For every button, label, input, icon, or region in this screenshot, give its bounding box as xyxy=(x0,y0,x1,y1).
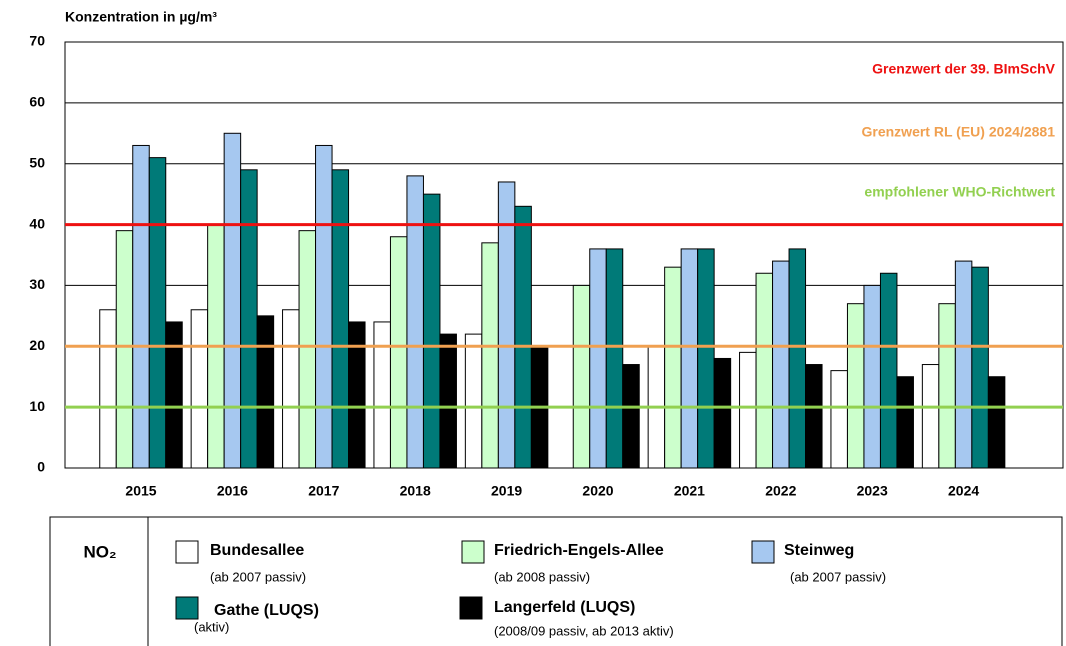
bar xyxy=(256,315,275,469)
y-tick-label: 20 xyxy=(29,337,45,353)
legend-label: Steinweg xyxy=(784,542,854,559)
x-tick-label: 2024 xyxy=(948,483,979,499)
bar xyxy=(697,248,715,469)
bar xyxy=(240,169,258,469)
legend-note: (ab 2007 passiv) xyxy=(790,569,886,584)
bar xyxy=(464,333,483,469)
bar xyxy=(589,248,607,469)
bar xyxy=(788,248,807,469)
bar xyxy=(896,376,914,469)
legend-note: (2008/09 passiv, ab 2013 aktiv) xyxy=(494,623,674,638)
reference-label: Grenzwert RL (EU) 2024/2881 xyxy=(862,124,1056,140)
bar xyxy=(282,309,300,469)
bar xyxy=(971,266,989,469)
bar xyxy=(739,351,757,469)
legend-swatch xyxy=(175,540,199,564)
legend-note: (aktiv) xyxy=(194,619,229,634)
x-tick-label: 2021 xyxy=(674,483,705,499)
bar xyxy=(605,248,624,469)
bar xyxy=(373,321,391,469)
legend-swatch xyxy=(461,540,485,564)
legend-title: NO₂ xyxy=(83,542,116,561)
bar xyxy=(622,364,640,469)
bar xyxy=(331,169,350,469)
bar xyxy=(954,260,973,469)
plot-frame xyxy=(64,41,1064,469)
x-tick-label: 2017 xyxy=(308,483,339,499)
bar xyxy=(514,205,532,469)
legend-label: Friedrich-Engels-Allee xyxy=(494,542,664,559)
bar xyxy=(298,230,317,469)
bar xyxy=(863,284,881,469)
bar xyxy=(805,364,823,469)
y-tick-label: 40 xyxy=(29,215,45,231)
bar xyxy=(115,230,134,469)
y-tick-label: 10 xyxy=(29,398,45,414)
bar xyxy=(846,303,865,469)
legend-box xyxy=(49,516,1063,646)
legend-swatch xyxy=(459,596,483,620)
bar xyxy=(987,376,1006,469)
bar xyxy=(148,157,167,469)
bar xyxy=(572,284,591,469)
legend-label: Gathe (LUQS) xyxy=(214,602,319,619)
legend-swatch xyxy=(175,596,199,620)
y-tick-label: 60 xyxy=(29,94,45,110)
bar xyxy=(406,175,424,469)
x-tick-label: 2022 xyxy=(765,483,796,499)
reference-label: empfohlener WHO-Richtwert xyxy=(864,184,1055,200)
y-tick-label: 50 xyxy=(29,154,45,170)
bar xyxy=(99,309,117,469)
legend-note: (ab 2007 passiv) xyxy=(210,569,306,584)
bar xyxy=(830,370,848,469)
bar xyxy=(315,144,333,469)
bar xyxy=(481,242,499,469)
bar xyxy=(165,321,183,469)
legend-note: (ab 2008 passiv) xyxy=(494,569,590,584)
bar xyxy=(439,333,457,469)
bar xyxy=(664,266,682,469)
x-tick-label: 2023 xyxy=(857,483,888,499)
y-axis-label: Konzentration in µg/m³ xyxy=(65,9,217,25)
x-tick-label: 2019 xyxy=(491,483,522,499)
x-tick-label: 2016 xyxy=(217,483,248,499)
bar xyxy=(190,309,209,469)
bar xyxy=(223,132,242,469)
bar xyxy=(422,193,441,469)
bar xyxy=(680,248,699,469)
legend-label: Bundesallee xyxy=(210,542,304,559)
y-tick-label: 70 xyxy=(29,33,45,49)
bar xyxy=(713,357,732,469)
bar xyxy=(755,272,774,469)
x-tick-label: 2015 xyxy=(125,483,156,499)
bar xyxy=(921,364,940,469)
x-tick-label: 2020 xyxy=(582,483,613,499)
x-tick-label: 2018 xyxy=(400,483,431,499)
bar xyxy=(879,272,898,469)
legend-label: Langerfeld (LUQS) xyxy=(494,599,635,616)
y-tick-label: 30 xyxy=(29,276,45,292)
y-tick-label: 0 xyxy=(37,459,45,475)
legend-swatch xyxy=(751,540,775,564)
bar xyxy=(348,321,366,469)
bar xyxy=(389,236,408,469)
bar xyxy=(772,260,790,469)
reference-label: Grenzwert der 39. BImSchV xyxy=(872,61,1056,77)
bar xyxy=(132,144,150,469)
bar xyxy=(938,303,956,469)
